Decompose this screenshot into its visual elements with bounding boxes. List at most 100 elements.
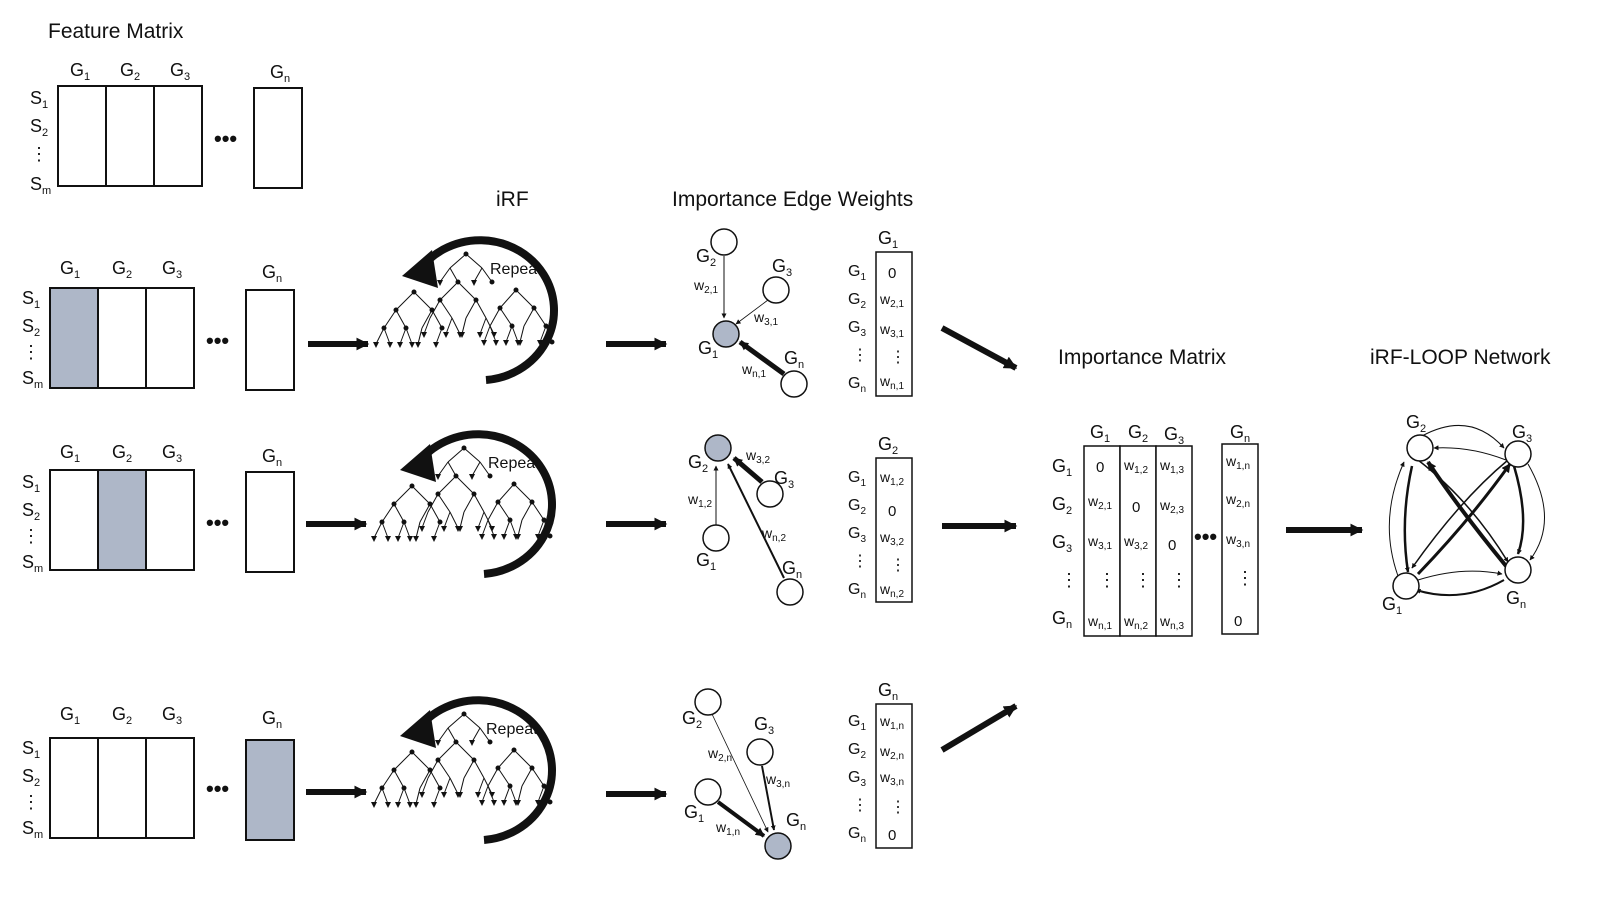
svg-text:⋮: ⋮ — [22, 526, 40, 546]
irf-forest-3: Repeat — [371, 700, 552, 840]
svg-text:w2,n: w2,n — [707, 745, 732, 764]
svg-text:S1: S1 — [22, 288, 40, 311]
flow-arrow — [940, 325, 1018, 371]
svg-text:•••: ••• — [206, 328, 229, 353]
feature-matrix-title: Feature Matrix — [48, 20, 184, 43]
svg-text:S2: S2 — [30, 116, 48, 139]
svg-text:0: 0 — [1168, 537, 1176, 554]
svg-text:Gn: Gn — [782, 558, 802, 581]
svg-text:w3,n: w3,n — [1225, 531, 1250, 550]
svg-text:wn,2: wn,2 — [879, 581, 904, 600]
svg-text:w2,n: w2,n — [879, 743, 904, 762]
svg-text:w3,1: w3,1 — [879, 321, 904, 340]
svg-text:G1: G1 — [696, 550, 716, 573]
svg-text:⋮: ⋮ — [890, 799, 906, 816]
svg-text:Gn: Gn — [262, 446, 282, 469]
svg-text:S2: S2 — [22, 500, 40, 523]
flow-arrow — [940, 703, 1018, 753]
svg-text:Gn: Gn — [1230, 422, 1250, 445]
svg-text:S1: S1 — [30, 88, 48, 111]
svg-text:G1: G1 — [60, 442, 80, 465]
irf-forest-1: Repeat — [373, 240, 554, 380]
weight-vector-1: G1 G1 G2 G3 ⋮ Gn 0 w2,1 w3,1 ⋮ wn,1 — [848, 228, 913, 397]
svg-text:wn,2: wn,2 — [1123, 613, 1148, 632]
svg-text:0: 0 — [1132, 499, 1140, 516]
svg-text:Repeat: Repeat — [490, 261, 542, 278]
svg-text:G2: G2 — [682, 708, 702, 731]
svg-text:G3: G3 — [848, 769, 866, 789]
svg-text:⋮: ⋮ — [30, 144, 48, 164]
svg-text:wn,1: wn,1 — [879, 373, 904, 392]
row-3-feature-matrix: G1 G2 G3 Gn S1 S2 ⋮ Sm ••• — [22, 704, 295, 841]
svg-text:Sm: Sm — [22, 552, 43, 575]
svg-text:G1: G1 — [848, 469, 866, 489]
svg-text:G3: G3 — [1512, 422, 1532, 445]
svg-text:G3: G3 — [1164, 424, 1184, 447]
svg-text:w3,1: w3,1 — [753, 309, 778, 328]
svg-text:G3: G3 — [170, 60, 190, 83]
svg-text:w3,n: w3,n — [879, 769, 904, 788]
importance-matrix-title: Importance Matrix — [1058, 346, 1227, 369]
svg-text:w1,n: w1,n — [715, 819, 740, 838]
svg-text:⋮: ⋮ — [852, 347, 868, 364]
svg-text:⋮: ⋮ — [1134, 570, 1152, 590]
svg-text:G3: G3 — [1052, 532, 1072, 555]
irf-loop-network: G2 G3 G1 Gn — [1382, 412, 1545, 617]
svg-text:G1: G1 — [878, 228, 898, 251]
svg-text:⋮: ⋮ — [890, 557, 906, 574]
svg-text:Gn: Gn — [270, 62, 290, 85]
svg-text:G2: G2 — [848, 497, 866, 517]
svg-text:G1: G1 — [848, 263, 866, 283]
svg-text:w1,2: w1,2 — [1123, 457, 1148, 476]
svg-text:G3: G3 — [774, 468, 794, 491]
svg-text:0: 0 — [1234, 613, 1242, 630]
svg-text:⋮: ⋮ — [22, 342, 40, 362]
svg-text:w3,2: w3,2 — [745, 447, 770, 466]
svg-text:wn,2: wn,2 — [761, 525, 786, 544]
svg-text:wn,1: wn,1 — [1087, 613, 1112, 632]
svg-text:S2: S2 — [22, 316, 40, 339]
svg-text:Gn: Gn — [848, 581, 866, 601]
network-title: iRF-LOOP Network — [1370, 346, 1551, 369]
svg-text:G2: G2 — [848, 291, 866, 311]
weight-vector-2: G2 G1 G2 G3 ⋮ Gn w1,2 0 w3,2 ⋮ wn,2 — [848, 434, 913, 603]
svg-text:Repeat: Repeat — [486, 721, 538, 738]
edge-graph-1: G2 G3 G1 Gn w2,1 w3,1 wn,1 — [693, 228, 808, 398]
svg-text:0: 0 — [888, 503, 896, 520]
svg-text:G2: G2 — [112, 704, 132, 727]
svg-text:G1: G1 — [684, 802, 704, 825]
svg-text:G1: G1 — [1090, 422, 1110, 445]
irf-title: iRF — [496, 188, 529, 211]
svg-text:G2: G2 — [1128, 422, 1148, 445]
importance-matrix: G1 G2 G3 Gn G1 G2 G3 ⋮ Gn ••• 0 w2,1 w3,… — [1052, 422, 1259, 637]
svg-text:Sm: Sm — [22, 818, 43, 841]
svg-text:wn,1: wn,1 — [741, 361, 766, 380]
svg-text:w2,n: w2,n — [1225, 491, 1250, 510]
svg-text:Gn: Gn — [1506, 588, 1526, 611]
svg-text:G2: G2 — [112, 442, 132, 465]
svg-text:S2: S2 — [22, 766, 40, 789]
svg-text:•••: ••• — [1194, 524, 1217, 549]
svg-text:G3: G3 — [162, 704, 182, 727]
svg-text:w1,2: w1,2 — [879, 469, 904, 488]
svg-text:w2,3: w2,3 — [1159, 497, 1184, 516]
svg-text:G2: G2 — [688, 452, 708, 475]
svg-text:Gn: Gn — [786, 810, 806, 833]
svg-text:⋮: ⋮ — [852, 797, 868, 814]
svg-text:w1,n: w1,n — [1225, 453, 1250, 472]
svg-text:0: 0 — [888, 827, 896, 844]
svg-text:Sm: Sm — [22, 368, 43, 391]
svg-text:G2: G2 — [878, 434, 898, 457]
svg-text:⋮: ⋮ — [1236, 568, 1254, 588]
svg-text:w1,2: w1,2 — [687, 491, 712, 510]
irf-forest-2: Repeat — [371, 434, 552, 574]
svg-text:G3: G3 — [848, 525, 866, 545]
svg-text:G1: G1 — [1052, 456, 1072, 479]
svg-text:w2,1: w2,1 — [879, 291, 904, 310]
svg-text:G1: G1 — [70, 60, 90, 83]
svg-text:Gn: Gn — [848, 375, 866, 395]
svg-text:G2: G2 — [112, 258, 132, 281]
svg-text:w2,1: w2,1 — [693, 277, 718, 296]
svg-text:•••: ••• — [206, 510, 229, 535]
